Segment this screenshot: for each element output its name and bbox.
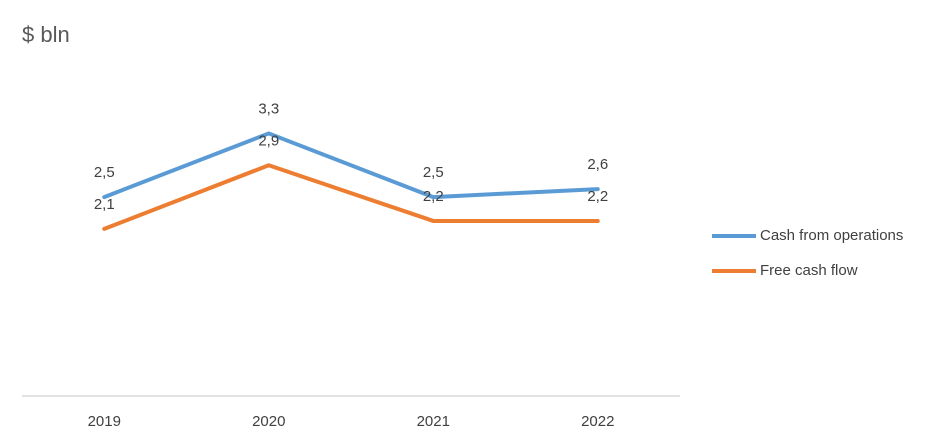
legend-label-free-cash-flow: Free cash flow [760, 262, 858, 279]
data-label-free-cash-flow-2021: 2,2 [423, 188, 444, 205]
series-line-cash-from-operations [102, 131, 600, 200]
x-tick-label-2019: 2019 [88, 413, 121, 430]
x-tick-label-2021: 2021 [417, 413, 450, 430]
data-label-cash-from-operations-2020: 3,3 [258, 100, 279, 117]
unit-label: $ bln [22, 22, 70, 47]
legend: Cash from operations Free cash flow [712, 218, 903, 288]
x-tick-labels: 2019 2020 2021 2022 [88, 413, 615, 430]
legend-label-cash-from-operations: Cash from operations [760, 227, 904, 244]
series-lines [102, 131, 600, 231]
legend-item-free-cash-flow: Free cash flow [712, 253, 903, 288]
series-line-free-cash-flow [102, 163, 600, 231]
data-labels: 2,5 3,3 2,5 2,6 2,1 2,9 2,2 2,2 [94, 100, 608, 212]
data-label-cash-from-operations-2021: 2,5 [423, 164, 444, 181]
legend-swatch-free-cash-flow [712, 268, 756, 273]
x-tick-label-2020: 2020 [252, 413, 285, 430]
data-label-cash-from-operations-2019: 2,5 [94, 164, 115, 181]
legend-swatch-cash-from-operations [712, 233, 756, 238]
data-label-free-cash-flow-2020: 2,9 [258, 132, 279, 149]
data-label-free-cash-flow-2022: 2,2 [587, 188, 608, 205]
data-label-cash-from-operations-2022: 2,6 [587, 156, 608, 173]
legend-item-cash-from-operations: Cash from operations [712, 218, 903, 253]
x-tick-label-2022: 2022 [581, 413, 614, 430]
data-label-free-cash-flow-2019: 2,1 [94, 196, 115, 213]
